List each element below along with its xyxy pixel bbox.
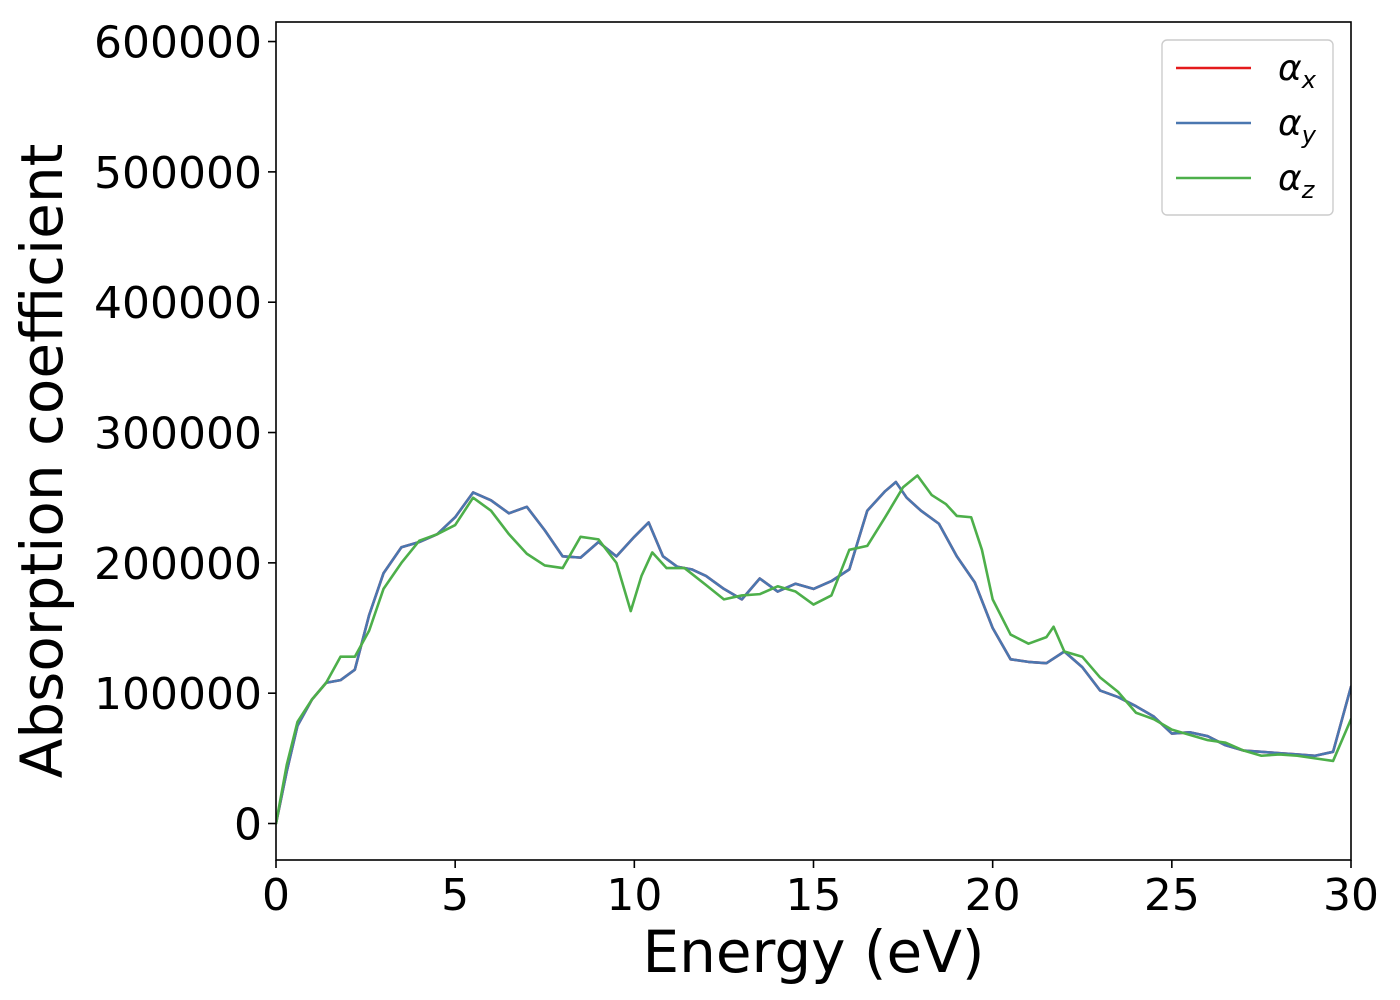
x-tick-label: 15: [786, 870, 842, 921]
y-axis: 0 100000 200000 300000 400000 500000 600000: [94, 18, 276, 851]
x-tick-label: 5: [441, 870, 469, 921]
legend-label-z: αz: [1278, 158, 1316, 204]
legend: αx αy αz: [1161, 39, 1334, 216]
y-tick-label: 500000: [94, 148, 262, 199]
y-tick-label: 200000: [94, 539, 262, 590]
y-tick-label: 600000: [94, 18, 262, 69]
y-tick-label: 300000: [94, 409, 262, 460]
y-tick-label: 400000: [94, 278, 262, 329]
x-axis-label: Energy (eV): [642, 918, 984, 986]
x-tick-label: 20: [965, 870, 1021, 921]
series-layer: [276, 474, 1351, 825]
y-tick-label: 100000: [94, 669, 262, 720]
series-line-z: [276, 474, 1351, 825]
legend-box: [1161, 39, 1334, 216]
x-tick-label: 30: [1323, 870, 1379, 921]
x-tick-label: 10: [606, 870, 662, 921]
x-tick-label: 0: [262, 870, 290, 921]
x-tick-label: 25: [1144, 870, 1200, 921]
y-tick-label: 0: [234, 800, 262, 851]
legend-label-x: αx: [1278, 48, 1317, 94]
legend-label-y: αy: [1278, 103, 1317, 149]
y-axis-label: Absorption coefficient: [8, 144, 76, 779]
x-axis: 0 5 10 15 20 25 30: [262, 860, 1379, 921]
